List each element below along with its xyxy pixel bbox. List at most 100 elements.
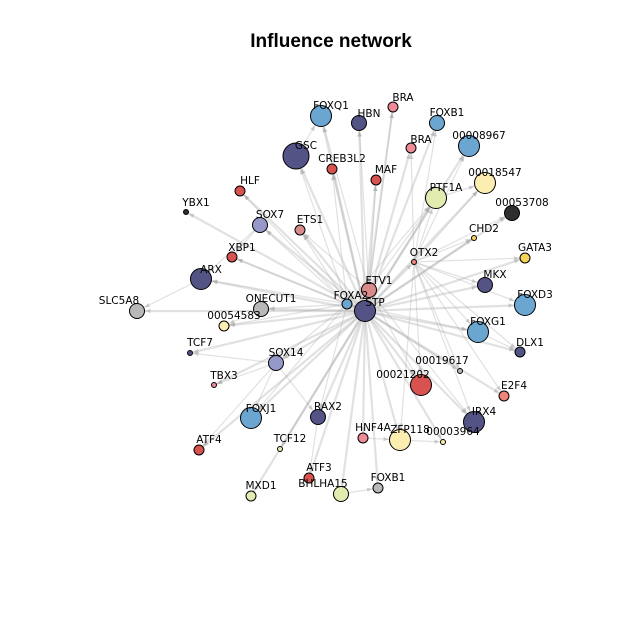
node-foxg1[interactable] [467,321,489,343]
node-tcf7[interactable] [187,350,193,356]
node-chd2[interactable] [471,235,477,241]
node-hbn[interactable] [351,115,367,131]
edge-stp-to-n00018547 [364,182,486,312]
node-foxb1b[interactable] [372,482,384,494]
arrowhead-bra2 [405,153,411,160]
node-tbx3[interactable] [211,382,217,388]
node-hnf4a[interactable] [357,432,369,444]
edge-otx2-to-n00021202 [413,261,422,386]
node-sox7[interactable] [252,217,268,233]
node-n00019617[interactable] [457,368,463,374]
arrowhead-tcf12 [281,440,287,447]
node-creb3l2[interactable] [326,163,338,175]
arrowhead-ptf1a [424,207,430,213]
edge-sox14-to-tcf7 [189,352,277,364]
arrowhead-rax2 [319,403,324,409]
node-n00021202[interactable] [410,374,432,396]
node-label-foxa2: FOXA2 [334,290,369,302]
edge-stp-to-otx2 [364,261,415,312]
node-ptf1a[interactable] [425,187,447,209]
node-arx[interactable] [190,268,212,290]
edge-stp-to-creb3l2 [330,168,367,312]
node-stp[interactable] [354,300,376,322]
node-gsc[interactable] [282,142,310,170]
node-atf3[interactable] [303,472,315,484]
node-onecut1[interactable] [253,301,269,317]
arrowhead-hnf4a [360,426,366,433]
node-n00054583[interactable] [218,320,230,332]
arrowhead-arx [209,266,215,272]
edge-stp-to-arx [200,277,366,313]
node-label-creb3l2: CREB3L2 [318,153,366,165]
node-label-sox7: SOX7 [256,209,284,221]
node-label-foxj1: FOXJ1 [246,403,277,415]
node-n00018547[interactable] [474,172,496,194]
node-maf[interactable] [370,174,382,186]
node-n00003964[interactable] [440,439,446,445]
edge-stp-to-hlf [239,190,366,312]
node-bhlha15[interactable] [333,486,349,502]
node-gata3[interactable] [519,252,531,264]
edge-stp-to-hbn [357,122,367,312]
arrowhead-foxg1 [461,326,467,331]
node-atf4[interactable] [193,444,205,456]
node-bra1[interactable] [387,101,399,113]
node-label-foxb1b: FOXB1 [371,472,406,484]
edge-foxa2-to-arx [200,278,348,305]
node-foxj1[interactable] [240,407,262,429]
arrowhead-arx [212,279,218,284]
node-foxd3[interactable] [514,294,536,316]
edge-foxa2-to-onecut1 [260,303,348,310]
node-label-chd2: CHD2 [469,223,499,235]
node-label-gsc: GSC [295,140,317,152]
node-sox14[interactable] [268,355,284,371]
edge-stp-to-n00019617 [364,310,461,372]
edge-sox14-to-atf4 [198,362,277,451]
node-irx4[interactable] [463,411,485,433]
node-n00008967[interactable] [458,135,480,157]
node-otx2[interactable] [411,259,417,265]
arrowhead-bra2 [409,153,414,160]
node-hlf[interactable] [234,185,246,197]
node-rax2[interactable] [310,409,326,425]
arrowhead-n00053708 [498,216,505,222]
node-bra2[interactable] [405,142,417,154]
node-foxa2[interactable] [341,298,353,310]
node-label-slc5a8: SLC5A8 [99,295,139,307]
node-mkx[interactable] [477,277,493,293]
node-zfp118[interactable] [389,429,411,451]
arrowhead-n00018547 [472,191,478,197]
node-label-xbp1: XBP1 [228,242,255,254]
edge-otx2-to-n00053708 [413,212,513,263]
node-ets1[interactable] [294,224,306,236]
node-label-dlx1: DLX1 [516,337,544,349]
node-xbp1[interactable] [226,251,238,263]
arrowhead-foxd3 [508,303,514,308]
node-foxb1a[interactable] [429,115,445,131]
node-n00053708[interactable] [504,205,520,221]
node-tcf12[interactable] [277,446,283,452]
edge-stp-to-hnf4a [361,310,367,439]
node-etv1[interactable] [361,282,377,298]
node-mxd1[interactable] [245,490,257,502]
node-e2f4[interactable] [498,390,510,402]
arrowhead-foxj1 [255,402,260,408]
arrowhead-ptf1a [428,208,433,215]
node-slc5a8[interactable] [129,303,145,319]
edge-otx2-to-foxd3 [413,261,526,306]
node-label-n00003964: 00003964 [426,426,480,438]
node-label-irx4: IRX4 [472,406,497,418]
edge-stp-to-mkx [364,283,486,313]
arrowhead-mkx [471,285,477,291]
edge-stp-to-chd2 [364,237,475,312]
edge-foxa2-to-gsc [295,155,348,305]
node-dlx1[interactable] [514,346,526,358]
node-label-bhlha15: BHLHA15 [298,478,347,490]
arrowhead-xbp1 [235,247,241,253]
edge-etv1-to-foxq1 [320,115,370,291]
node-foxq1[interactable] [310,105,332,127]
node-ybx1[interactable] [183,209,189,215]
arrowhead-n00003964 [436,433,442,439]
